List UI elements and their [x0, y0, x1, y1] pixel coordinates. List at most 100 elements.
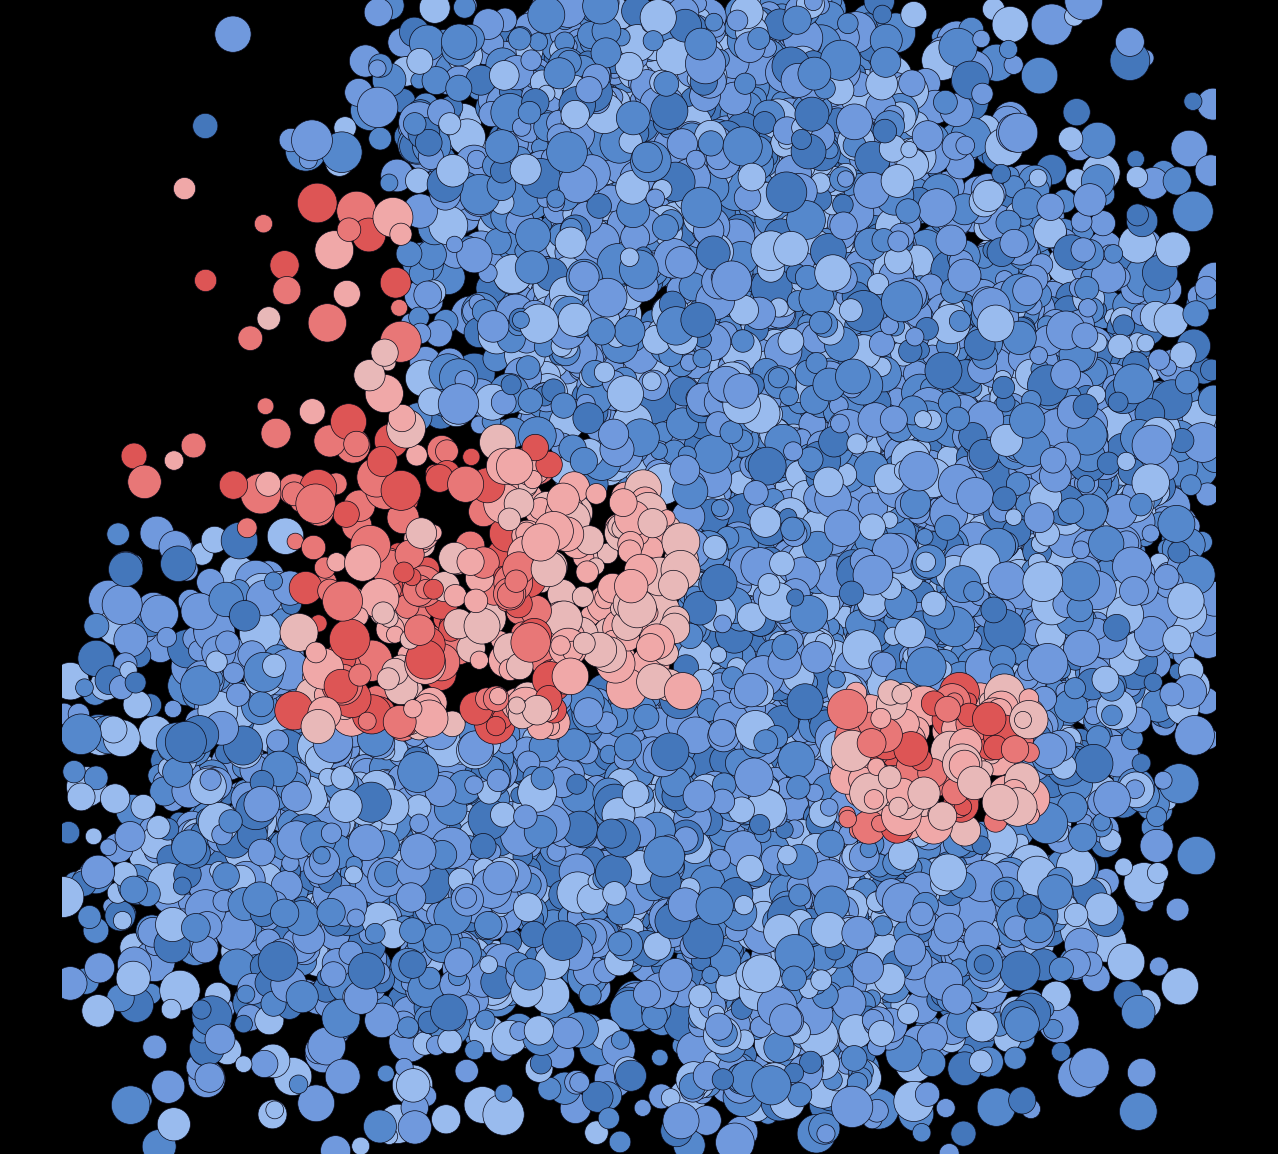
Circle shape [759, 545, 787, 572]
Circle shape [613, 36, 652, 74]
Circle shape [829, 396, 849, 415]
Circle shape [1071, 238, 1095, 262]
Circle shape [829, 456, 846, 473]
Circle shape [728, 797, 754, 823]
Circle shape [1080, 122, 1116, 158]
Circle shape [638, 853, 670, 885]
Circle shape [616, 300, 636, 321]
Circle shape [674, 914, 691, 932]
Circle shape [201, 688, 219, 706]
Circle shape [478, 717, 511, 751]
Circle shape [266, 709, 293, 736]
Circle shape [350, 90, 391, 130]
Circle shape [778, 912, 804, 937]
Circle shape [201, 770, 221, 790]
Circle shape [1084, 418, 1125, 458]
Circle shape [801, 322, 833, 353]
Circle shape [258, 631, 282, 655]
Circle shape [763, 96, 797, 129]
Circle shape [896, 235, 914, 253]
Circle shape [925, 292, 947, 314]
Circle shape [606, 514, 631, 540]
Circle shape [63, 760, 86, 782]
Circle shape [520, 290, 557, 328]
Circle shape [422, 644, 460, 681]
Circle shape [1143, 417, 1166, 440]
Circle shape [743, 165, 773, 196]
Circle shape [1002, 571, 1021, 591]
Circle shape [822, 258, 846, 282]
Circle shape [644, 837, 685, 877]
Circle shape [906, 694, 925, 712]
Circle shape [726, 1116, 758, 1148]
Circle shape [574, 698, 603, 727]
Circle shape [974, 562, 1013, 601]
Circle shape [373, 789, 409, 825]
Circle shape [481, 966, 514, 998]
Circle shape [946, 150, 975, 179]
Circle shape [817, 492, 851, 525]
Circle shape [1130, 493, 1153, 516]
Circle shape [519, 365, 546, 392]
Circle shape [836, 353, 872, 389]
Circle shape [1038, 855, 1059, 877]
Circle shape [962, 272, 990, 300]
Circle shape [693, 134, 730, 172]
Circle shape [1157, 710, 1176, 728]
Circle shape [311, 899, 332, 921]
Circle shape [391, 772, 422, 803]
Circle shape [916, 529, 933, 545]
Circle shape [902, 178, 929, 205]
Circle shape [675, 794, 698, 818]
Circle shape [897, 572, 927, 602]
Circle shape [640, 750, 663, 773]
Circle shape [690, 81, 721, 111]
Circle shape [644, 128, 682, 166]
Circle shape [380, 745, 403, 769]
Circle shape [887, 477, 918, 508]
Circle shape [778, 839, 799, 860]
Circle shape [564, 138, 592, 167]
Circle shape [768, 502, 799, 533]
Circle shape [1012, 519, 1030, 537]
Circle shape [571, 692, 596, 718]
Circle shape [877, 774, 893, 792]
Circle shape [504, 307, 542, 345]
Circle shape [524, 380, 555, 410]
Circle shape [1103, 441, 1123, 462]
Circle shape [498, 863, 539, 904]
Circle shape [901, 657, 937, 692]
Circle shape [424, 835, 447, 859]
Circle shape [907, 430, 939, 463]
Circle shape [804, 134, 828, 157]
Circle shape [891, 99, 928, 136]
Circle shape [390, 1011, 417, 1037]
Circle shape [911, 475, 929, 493]
Circle shape [973, 569, 993, 590]
Circle shape [404, 615, 435, 645]
Circle shape [670, 75, 703, 108]
Circle shape [753, 265, 774, 287]
Circle shape [667, 141, 708, 181]
Circle shape [753, 585, 777, 608]
Circle shape [843, 291, 884, 331]
Circle shape [674, 852, 703, 881]
Circle shape [412, 523, 438, 549]
Circle shape [990, 370, 1028, 407]
Circle shape [923, 382, 962, 421]
Circle shape [516, 1024, 541, 1049]
Circle shape [160, 531, 193, 564]
Circle shape [958, 17, 984, 43]
Circle shape [1114, 587, 1143, 616]
Circle shape [656, 157, 684, 185]
Circle shape [553, 177, 584, 208]
Circle shape [898, 855, 916, 872]
Circle shape [842, 628, 879, 664]
Circle shape [636, 421, 656, 442]
Circle shape [187, 1054, 213, 1081]
Circle shape [1082, 426, 1109, 452]
Circle shape [583, 126, 611, 153]
Circle shape [815, 325, 835, 344]
Circle shape [817, 130, 837, 151]
Circle shape [800, 128, 835, 163]
